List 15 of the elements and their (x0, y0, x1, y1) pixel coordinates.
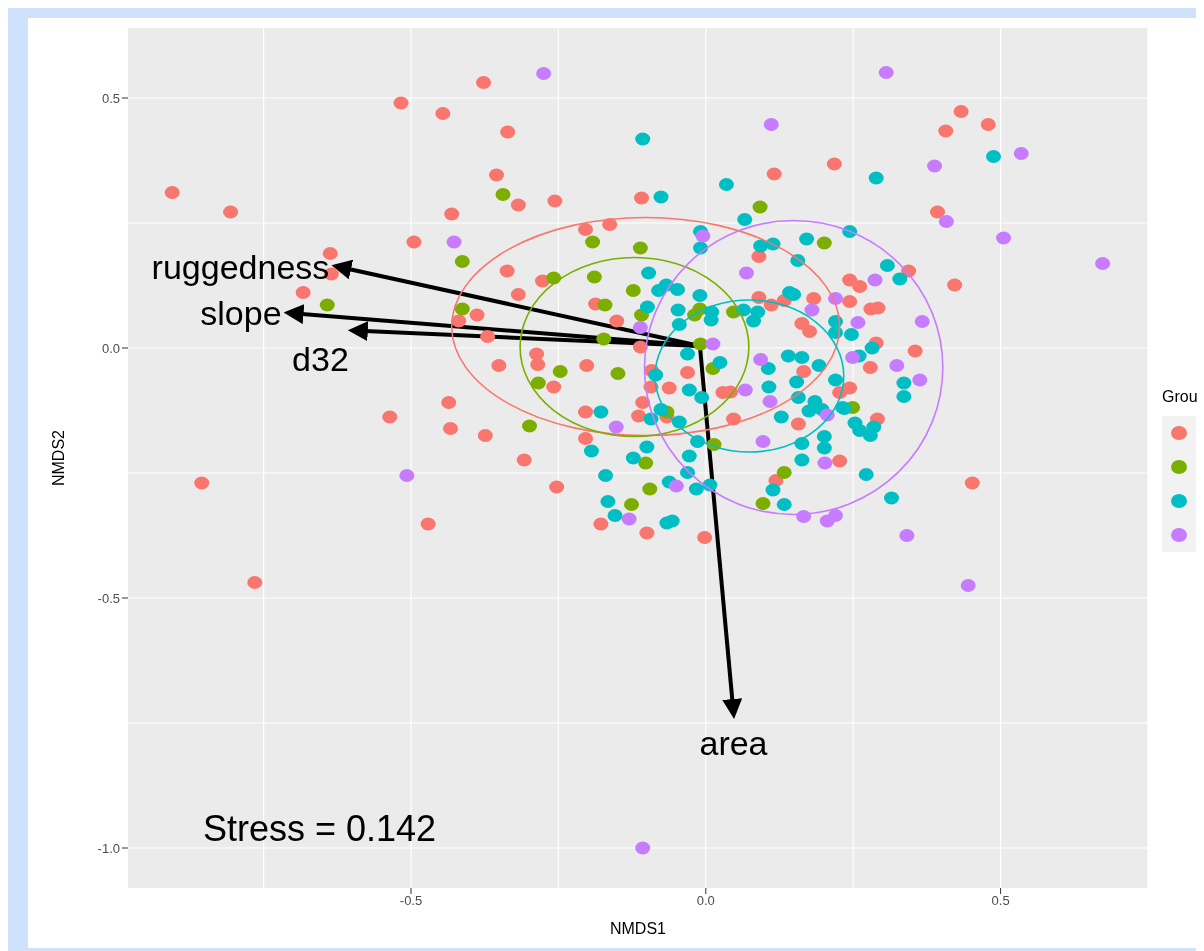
series-label: slope (200, 294, 282, 332)
y-tick-label: 0.0 (101, 340, 120, 356)
annotation: Stress = 0.142 (203, 808, 437, 850)
x-tick-label: 0.0 (696, 893, 715, 909)
y-axis-title: NMDS2 (49, 429, 67, 487)
y-tick-label: -0.5 (97, 590, 120, 606)
y-tick-label: -1.0 (97, 840, 120, 856)
legend-title: Grou (1162, 388, 1198, 406)
y-tick-label: 0.5 (101, 90, 120, 106)
x-tick-label: 0.5 (991, 893, 1010, 909)
series-label: ruggedness (151, 247, 330, 286)
x-tick-label: -0.5 (399, 893, 423, 909)
x-axis-title: NMDS1 (609, 920, 667, 937)
series-label: area (699, 724, 768, 762)
series-label: d32 (292, 339, 349, 378)
